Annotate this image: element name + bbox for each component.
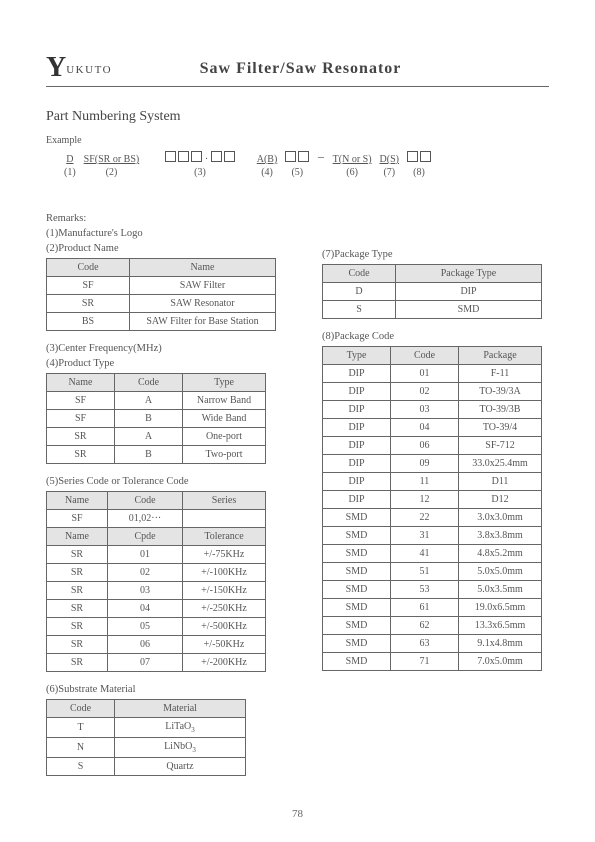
table-row: SMD6119.0x6.5mm <box>323 599 542 617</box>
pn-dash: − <box>317 150 324 166</box>
table-row: SR03+/-150KHz <box>47 582 266 600</box>
table-row: SMD6213.3x6.5mm <box>323 617 542 635</box>
table-product-name: CodeName SFSAW Filter SRSAW Resonator BS… <box>46 258 276 331</box>
part-number-example: D(1) SF(SR or BS)(2) .(3) A(B)(4) (5) − … <box>64 150 549 179</box>
table-row: SR01+/-75KHz <box>47 546 266 564</box>
table-row: SMD414.8x5.2mm <box>323 545 542 563</box>
table-row: SFBWide Band <box>47 410 266 428</box>
table-row: DIP06SF-712 <box>323 437 542 455</box>
header-title: Saw Filter/Saw Resonator <box>112 60 549 78</box>
table-row: SR06+/-50KHz <box>47 636 266 654</box>
table-row: DIP02TO-39/3A <box>323 383 542 401</box>
table-series-tolerance: NameCodeSeries SF01,02··· NameCpdeTolera… <box>46 491 266 672</box>
table-row: NLiNbO3 <box>47 738 246 758</box>
pn-4: A(B) <box>257 154 278 165</box>
table-row: DDIP <box>323 283 542 301</box>
table-row: SR07+/-200KHz <box>47 654 266 672</box>
table-row: SMD639.1x4.8mm <box>323 635 542 653</box>
pn-6: T(N or S) <box>333 154 372 165</box>
table-row: DIP03TO-39/3B <box>323 401 542 419</box>
table-substrate: CodeMaterial TLiTaO3 NLiNbO3 SQuartz <box>46 699 246 776</box>
remark-1: (1)Manufacture's Logo <box>46 228 296 239</box>
table-row: SRSAW Resonator <box>47 295 276 313</box>
table-row: SFSAW Filter <box>47 277 276 295</box>
table-row: BSSAW Filter for Base Station <box>47 313 276 331</box>
pn-1: D <box>64 154 76 165</box>
table-package-type: CodePackage Type DDIP SSMD <box>322 264 542 319</box>
table-row: DIP11D11 <box>323 473 542 491</box>
table-row: SMD515.0x5.0mm <box>323 563 542 581</box>
section-title: Part Numbering System <box>46 109 549 125</box>
remarks-heading: Remarks: <box>46 213 296 224</box>
table-row: DIP0933.0x25.4mm <box>323 455 542 473</box>
remark-2: (2)Product Name <box>46 243 296 254</box>
brand-rest: UKUTO <box>66 64 112 76</box>
table-row: SRBTwo-port <box>47 446 266 464</box>
page-header: YUKUTO Saw Filter/Saw Resonator <box>46 52 549 87</box>
remark-5: (5)Series Code or Tolerance Code <box>46 476 296 487</box>
table-row: SSMD <box>323 301 542 319</box>
pn-5-boxes <box>285 151 309 162</box>
table-row: SMD223.0x3.0mm <box>323 509 542 527</box>
table-row: DIP12D12 <box>323 491 542 509</box>
table-row: SR04+/-250KHz <box>47 600 266 618</box>
table-row: DIP04TO-39/4 <box>323 419 542 437</box>
remark-8: (8)Package Code <box>322 331 549 342</box>
table-row: TLiTaO3 <box>47 718 246 738</box>
page-number: 78 <box>0 808 595 820</box>
pn-2: SF(SR or BS) <box>84 154 140 165</box>
remark-4: (4)Product Type <box>46 358 296 369</box>
table-row: SMD717.0x5.0mm <box>323 653 542 671</box>
pn-3-boxes: . <box>165 151 235 162</box>
table-row: SR02+/-100KHz <box>47 564 266 582</box>
table-row: SF01,02··· <box>47 510 266 528</box>
table-product-type: NameCodeType SFANarrow Band SFBWide Band… <box>46 373 266 464</box>
remark-3: (3)Center Frequency(MHz) <box>46 343 296 354</box>
table-row: SR05+/-500KHz <box>47 618 266 636</box>
remark-6: (6)Substrate Material <box>46 684 296 695</box>
table-row: DIP01F-11 <box>323 365 542 383</box>
table-row: SMD535.0x3.5mm <box>323 581 542 599</box>
table-row: SMD313.8x3.8mm <box>323 527 542 545</box>
pn-7: D(S) <box>380 154 399 165</box>
table-row: SQuartz <box>47 758 246 776</box>
remark-7: (7)Package Type <box>322 249 549 260</box>
table-row: SFANarrow Band <box>47 392 266 410</box>
brand: YUKUTO <box>46 52 112 84</box>
brand-y: Y <box>46 52 66 83</box>
table-row: SRAOne-port <box>47 428 266 446</box>
table-subheader: NameCpdeTolerance <box>47 528 266 546</box>
pn-8-boxes <box>407 151 431 162</box>
table-package-code: TypeCodePackage DIP01F-11 DIP02TO-39/3A … <box>322 346 542 671</box>
example-label: Example <box>46 135 549 146</box>
